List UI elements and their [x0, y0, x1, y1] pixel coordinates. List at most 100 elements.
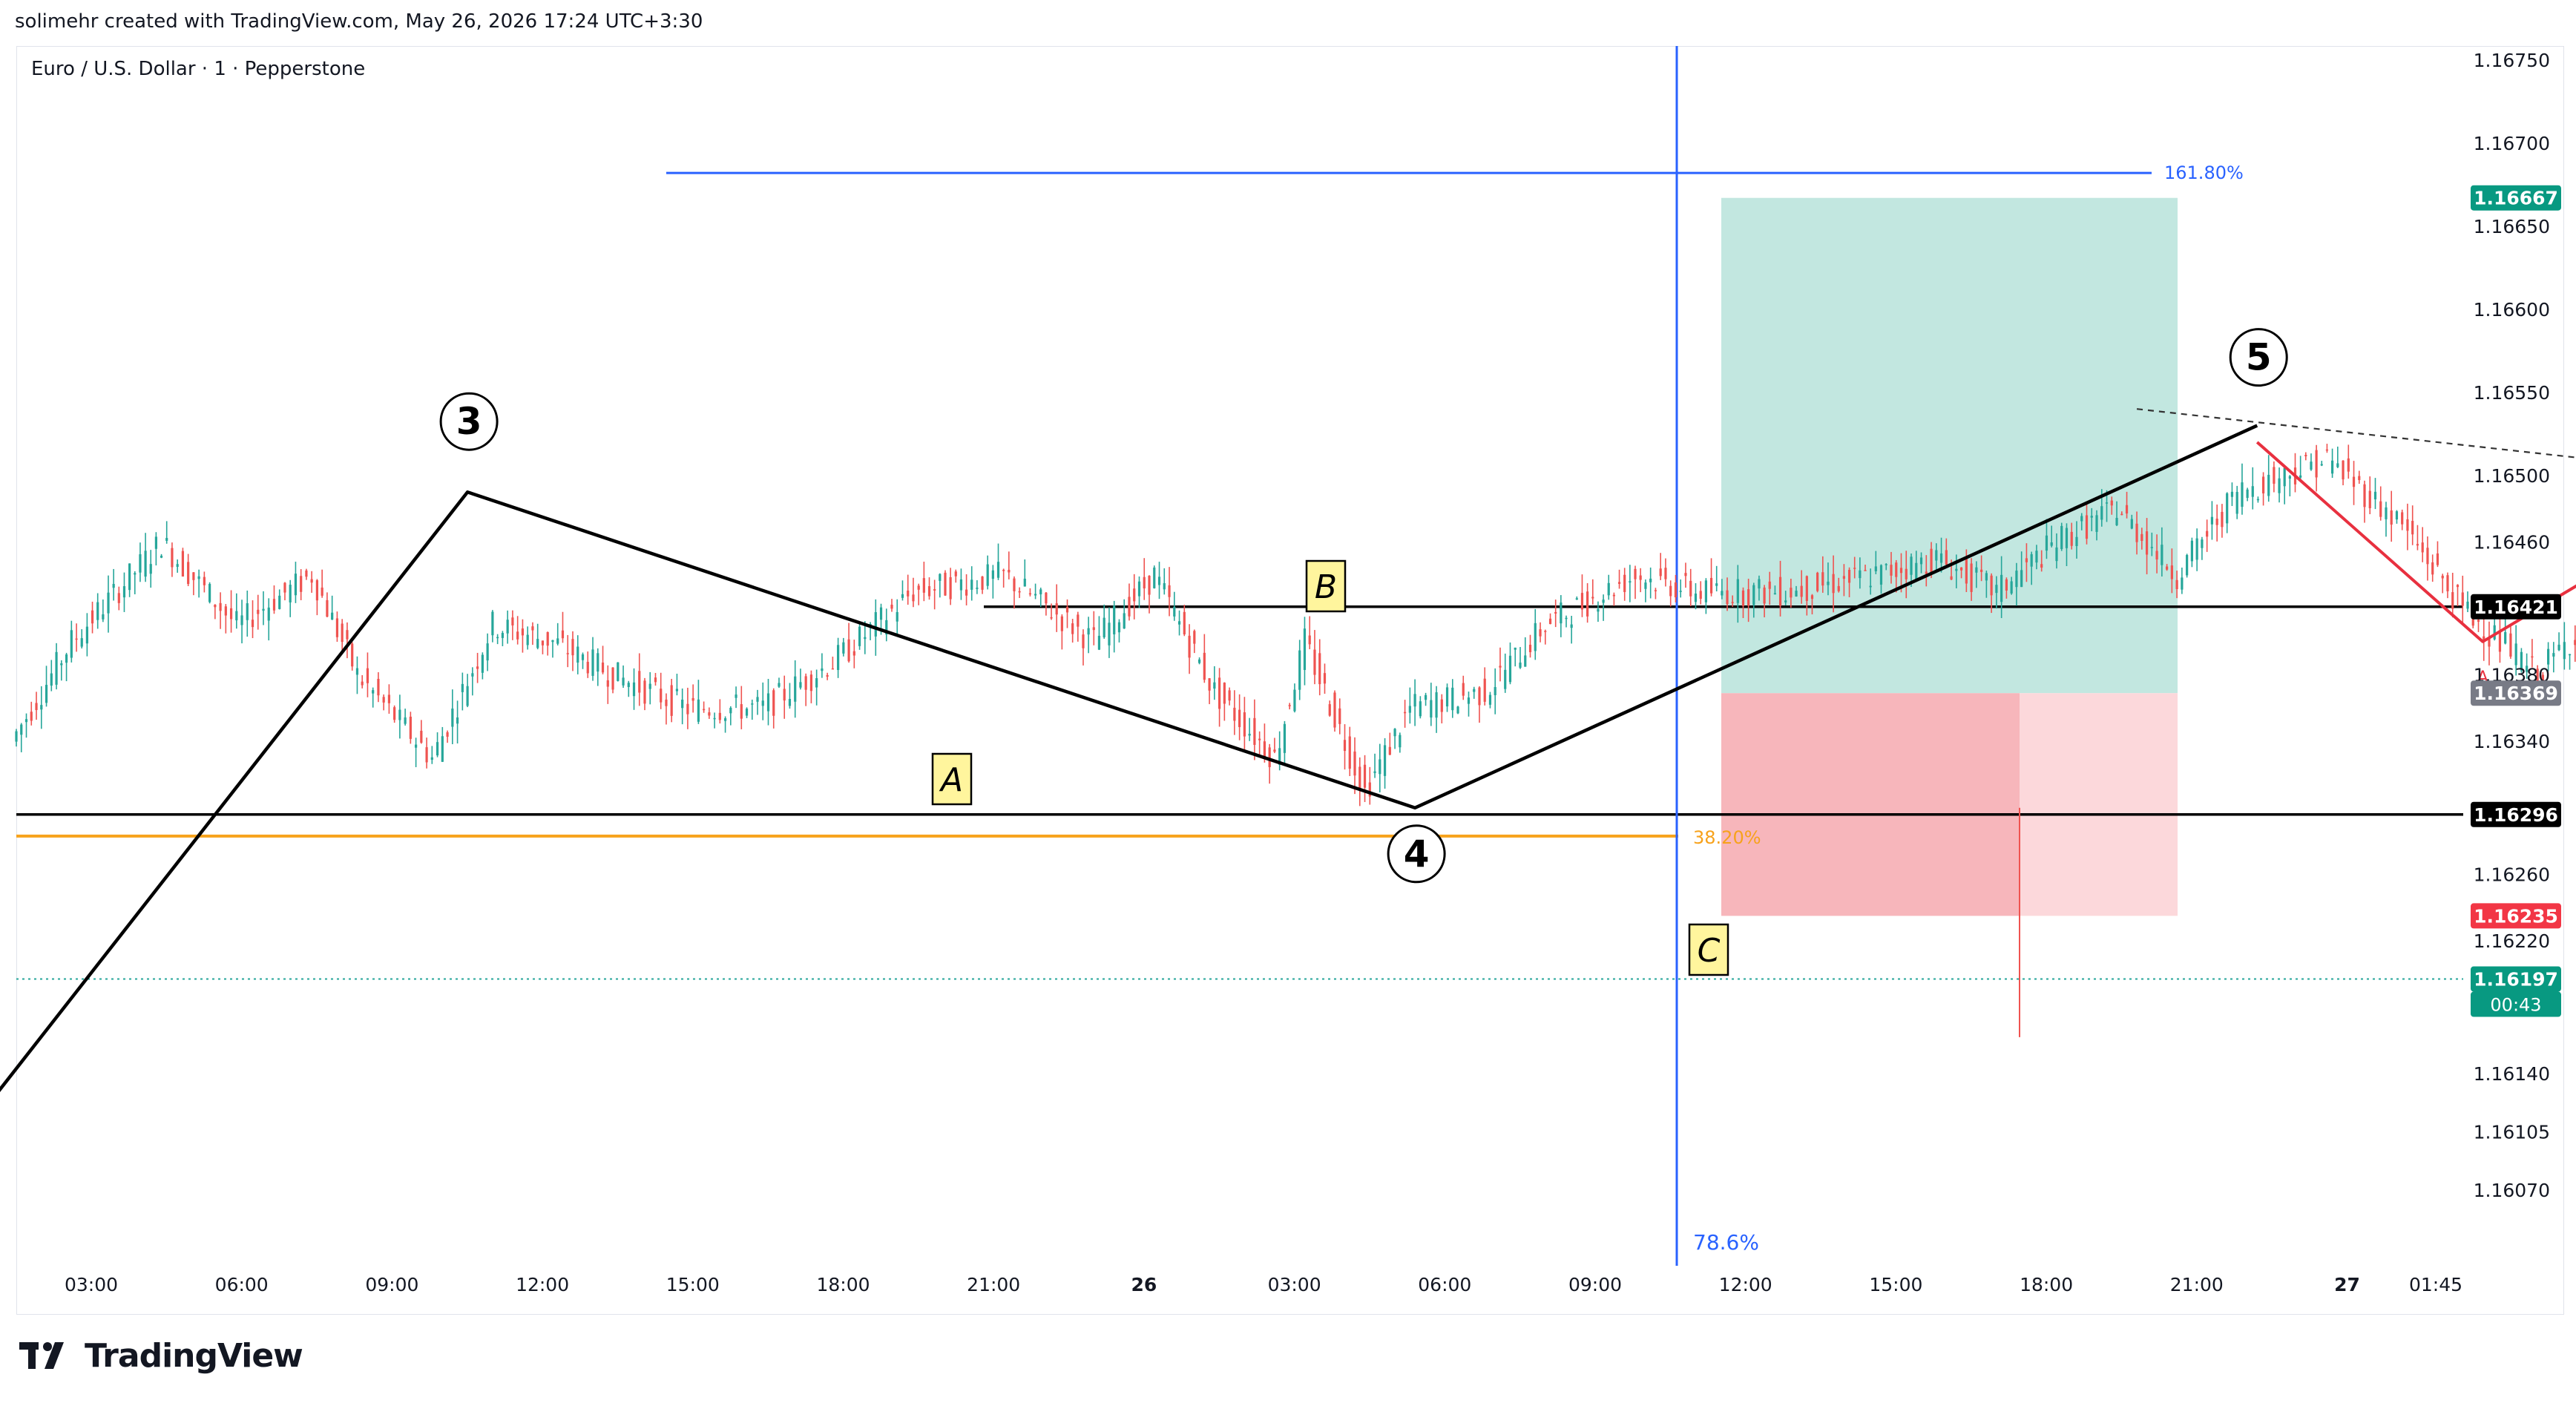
candle-body	[1747, 589, 1750, 606]
candle-body	[2110, 500, 2113, 506]
candle-body	[1467, 697, 1471, 704]
price-tick-label: 1.16500	[2474, 465, 2550, 487]
candle-body	[85, 626, 88, 644]
candle-body	[203, 576, 206, 585]
candle-body	[96, 602, 99, 620]
candle-body	[1253, 717, 1256, 745]
candle-body	[2373, 491, 2377, 500]
candle-body	[2379, 501, 2382, 517]
price-tick-label: 1.16550	[2474, 382, 2550, 404]
degree-box	[1688, 923, 1729, 976]
candle-body	[1298, 650, 1301, 690]
candle-body	[1548, 618, 1552, 624]
candle-body	[272, 599, 276, 611]
candle-body	[1082, 634, 1085, 648]
candle-body	[597, 653, 599, 672]
candle-body	[708, 712, 711, 716]
candle-body	[1393, 729, 1396, 737]
candle-body	[1243, 712, 1246, 737]
candle-body	[2401, 512, 2404, 525]
candle-body	[393, 707, 396, 720]
candle-body	[1778, 576, 1782, 606]
entry-price-tag-bg	[2471, 680, 2561, 706]
candle-body	[1399, 735, 1402, 748]
candle-body	[2145, 531, 2149, 555]
candle-body	[890, 604, 893, 609]
candle-body	[2304, 455, 2307, 456]
candle-body	[2288, 476, 2291, 479]
time-tick-label: 18:00	[816, 1274, 870, 1295]
candle-body	[2105, 502, 2109, 504]
candle-body	[446, 732, 449, 737]
candle-body	[1419, 701, 1422, 717]
candle-body	[1013, 578, 1016, 591]
candle-body	[15, 731, 18, 742]
candle-body	[1318, 653, 1321, 685]
candle-body	[1188, 635, 1191, 658]
wave-circle-text: 4	[1404, 832, 1430, 876]
candle-body	[192, 572, 195, 580]
price-tick-label: 1.16140	[2474, 1063, 2550, 1085]
candle-body	[681, 699, 684, 709]
candle-body	[1837, 585, 1840, 591]
wave-circle-label-5: 5	[2229, 328, 2288, 387]
candle-body	[1333, 692, 1336, 728]
candle-body	[831, 668, 834, 670]
candle-body	[1768, 581, 1771, 589]
candle-body	[1258, 738, 1261, 740]
candle-body	[310, 579, 313, 583]
candle-body	[1023, 578, 1026, 587]
candle-body	[486, 643, 489, 661]
candle-body	[1183, 611, 1186, 635]
candle-body	[1736, 579, 1739, 603]
symbol-title[interactable]: Euro / U.S. Dollar · 1 · Pepperstone	[31, 58, 366, 80]
candle-body	[949, 576, 952, 599]
candle-body	[2541, 674, 2544, 683]
candle-body	[1504, 669, 1507, 689]
candle-body	[1554, 611, 1557, 614]
candle-body	[2226, 493, 2229, 524]
tradingview-wordmark: TradingView	[85, 1337, 303, 1375]
candle-body	[1570, 624, 1573, 628]
candle-body	[2181, 577, 2184, 590]
candle-body	[1060, 616, 1063, 631]
candle-body	[2241, 482, 2244, 507]
candle-body	[874, 612, 877, 637]
candle-body	[1773, 593, 1776, 595]
candle-body	[1639, 575, 1642, 580]
candle-body	[1580, 593, 1584, 610]
degree-text: B	[1315, 568, 1337, 606]
candle-body	[1055, 603, 1058, 615]
degree-box	[931, 752, 973, 806]
candle-body	[1930, 548, 1933, 574]
candle-body	[2278, 478, 2281, 493]
candle-body	[2190, 540, 2193, 562]
candle-body	[1990, 575, 1993, 596]
candle-body	[1173, 606, 1176, 617]
candle-body	[939, 574, 942, 581]
candle-body	[197, 576, 200, 579]
candle-body	[2283, 467, 2286, 487]
candle-body	[278, 595, 281, 609]
candle-body	[1424, 694, 1427, 700]
candle-body	[501, 633, 504, 638]
candle-body	[1197, 659, 1201, 663]
candle-body	[315, 580, 318, 601]
candle-body	[2055, 547, 2058, 562]
candle-body	[901, 594, 904, 598]
candle-body	[531, 626, 534, 631]
candle-body	[2488, 637, 2491, 647]
candle-body	[2170, 565, 2173, 579]
candle-body	[2050, 542, 2053, 546]
candle-body	[1821, 572, 1824, 586]
price-tick-label: 1.16460	[2474, 531, 2550, 553]
candle-body	[139, 554, 142, 573]
candle-body	[1137, 581, 1141, 597]
candle-body	[2330, 460, 2334, 474]
candle-body	[2336, 463, 2339, 467]
candle-body	[2206, 530, 2209, 537]
candle-body	[102, 614, 105, 620]
price-tick-label: 1.16750	[2474, 50, 2550, 71]
candle-body	[922, 578, 925, 593]
